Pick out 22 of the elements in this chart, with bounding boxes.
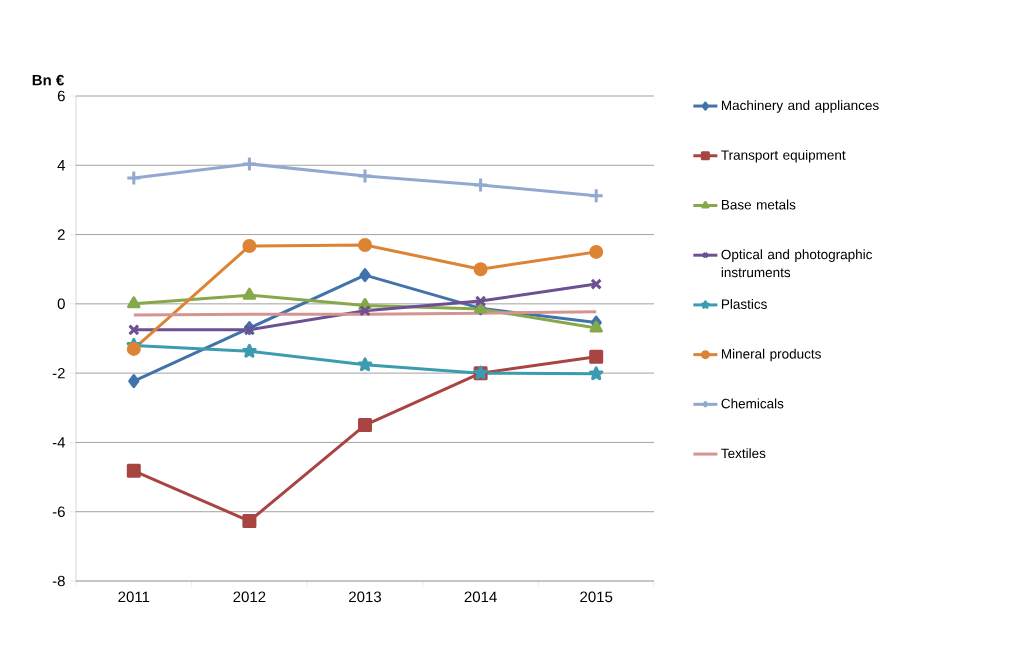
legend-label: Transport equipment <box>721 149 846 163</box>
x-tick-label: 2013 <box>349 591 382 603</box>
y-tick-label: -2 <box>52 367 65 379</box>
legend-label: Optical and photographic instruments <box>721 249 873 278</box>
y-tick-label: 4 <box>57 160 66 171</box>
legend-label: Machinery and appliances <box>721 100 879 113</box>
y-tick-label: 0 <box>57 298 65 310</box>
x-tick-label: 2014 <box>464 591 497 603</box>
x-tick-label: 2011 <box>118 591 150 603</box>
x-tick-label: 2015 <box>580 591 613 603</box>
legend-label: Textiles <box>721 448 766 459</box>
legend-label: Mineral products <box>721 348 821 362</box>
y-axis-title: Bn € <box>32 74 64 86</box>
y-tick-label: 6 <box>57 90 65 102</box>
y-tick-label: 2 <box>57 229 65 240</box>
legend-label: Plastics <box>721 299 767 309</box>
y-tick-label: -8 <box>52 575 65 587</box>
y-tick-label: -6 <box>52 506 65 518</box>
legend-label: Base metals <box>721 199 796 210</box>
x-tick-label: 2012 <box>233 591 266 603</box>
y-tick-label: -4 <box>52 437 66 448</box>
legend-label: Chemicals <box>721 398 784 409</box>
